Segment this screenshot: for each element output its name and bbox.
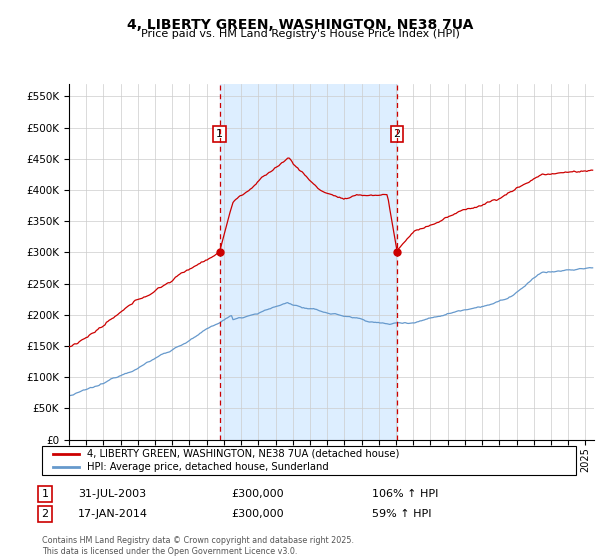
Text: 2: 2 (41, 509, 49, 519)
Text: 4, LIBERTY GREEN, WASHINGTON, NE38 7UA: 4, LIBERTY GREEN, WASHINGTON, NE38 7UA (127, 18, 473, 32)
Text: £300,000: £300,000 (231, 509, 284, 519)
Text: 106% ↑ HPI: 106% ↑ HPI (372, 489, 439, 499)
FancyBboxPatch shape (42, 446, 576, 475)
Text: 1: 1 (216, 129, 223, 139)
Bar (220, 84, 397, 440)
Text: 1: 1 (41, 489, 49, 499)
Text: 59% ↑ HPI: 59% ↑ HPI (372, 509, 431, 519)
Text: Contains HM Land Registry data © Crown copyright and database right 2025.
This d: Contains HM Land Registry data © Crown c… (42, 536, 354, 556)
Text: 2: 2 (394, 129, 400, 139)
Text: HPI: Average price, detached house, Sunderland: HPI: Average price, detached house, Sund… (88, 462, 329, 472)
Text: £300,000: £300,000 (231, 489, 284, 499)
Text: 17-JAN-2014: 17-JAN-2014 (78, 509, 148, 519)
Text: 4, LIBERTY GREEN, WASHINGTON, NE38 7UA (detached house): 4, LIBERTY GREEN, WASHINGTON, NE38 7UA (… (88, 449, 400, 459)
Text: 31-JUL-2003: 31-JUL-2003 (78, 489, 146, 499)
Text: Price paid vs. HM Land Registry's House Price Index (HPI): Price paid vs. HM Land Registry's House … (140, 29, 460, 39)
